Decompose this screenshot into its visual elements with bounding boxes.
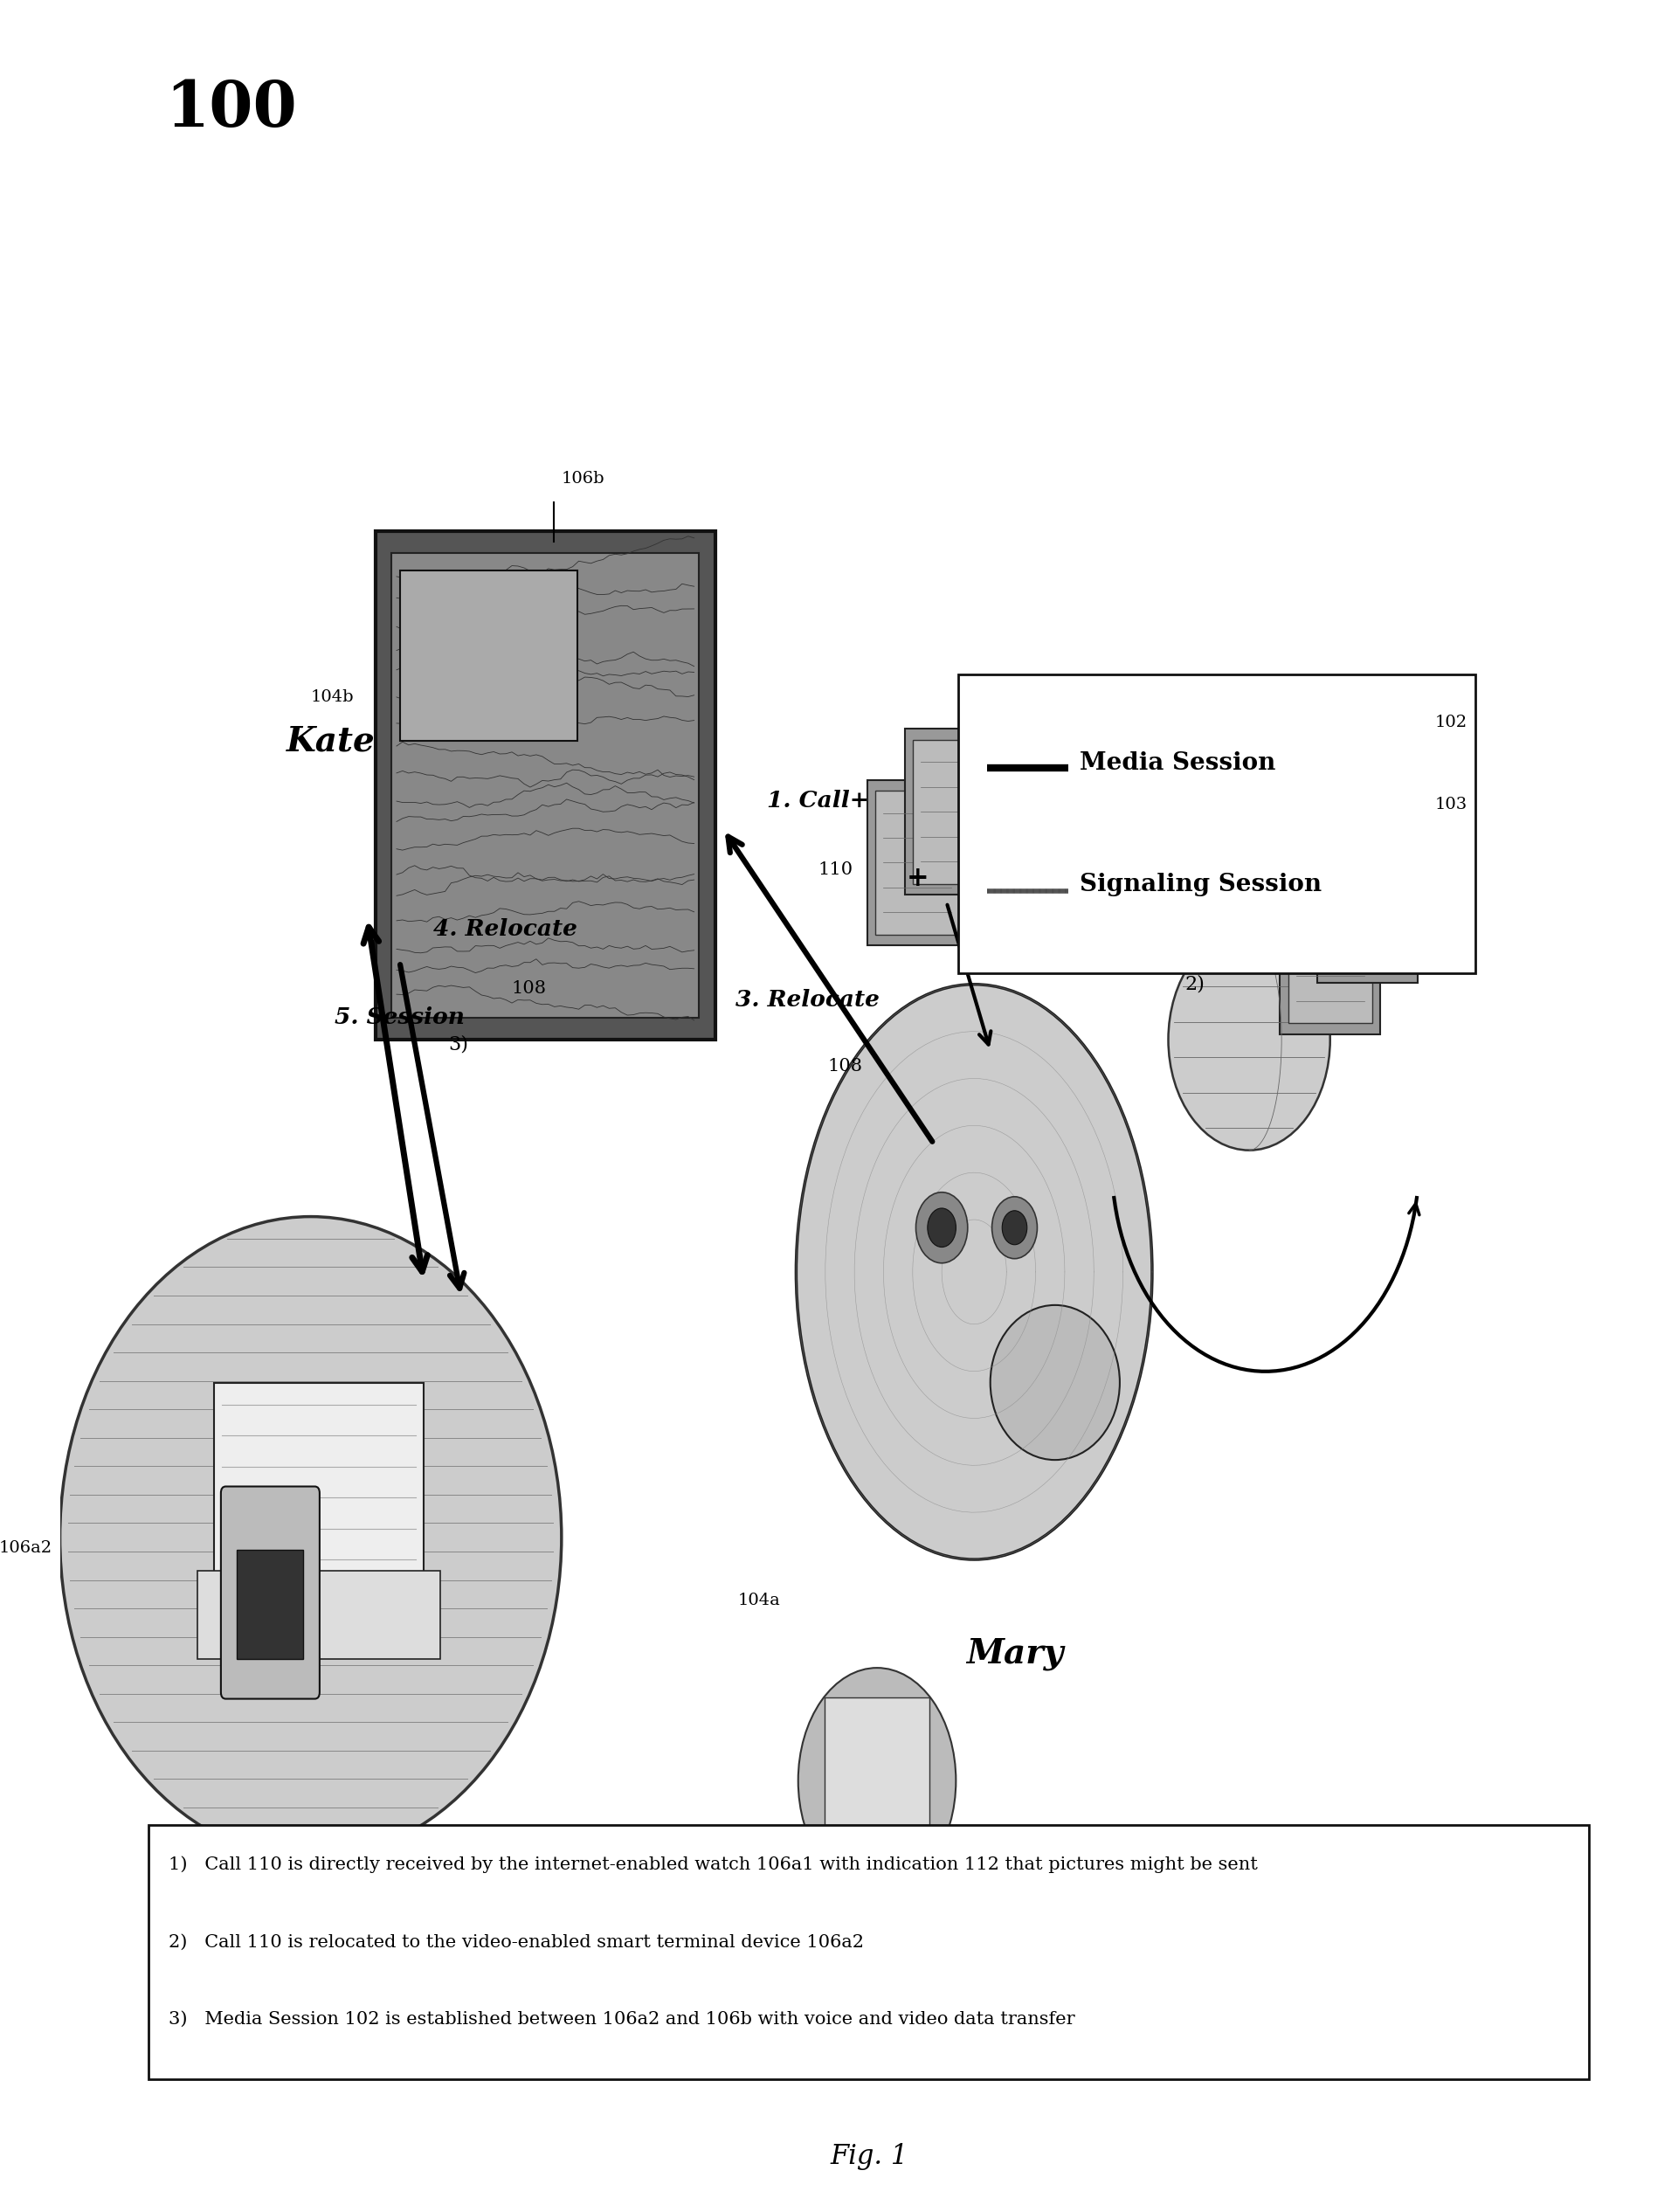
Text: 110: 110 [817,860,852,878]
Text: Signaling Session: Signaling Session [1079,874,1321,896]
Text: Media Session: Media Session [1079,752,1275,774]
Text: +: + [1311,949,1334,975]
Text: 106b: 106b [562,471,604,487]
Ellipse shape [990,1305,1119,1460]
Text: Mary: Mary [967,1637,1064,1670]
Text: 104a: 104a [737,1593,780,1608]
Text: 100: 100 [164,77,297,139]
Ellipse shape [795,984,1153,1559]
FancyBboxPatch shape [913,739,997,883]
FancyBboxPatch shape [198,1571,440,1659]
FancyBboxPatch shape [1326,830,1410,973]
Ellipse shape [60,1217,562,1858]
FancyBboxPatch shape [824,1699,930,1863]
FancyBboxPatch shape [237,1548,304,1659]
Text: 1)   Call 110 is directly received by the internet-enabled watch 106a1 with indi: 1) Call 110 is directly received by the … [168,1856,1257,1874]
Text: 112: 112 [1394,803,1425,818]
FancyBboxPatch shape [399,571,577,741]
Text: 103: 103 [1435,796,1468,812]
Text: 1): 1) [967,799,987,816]
Text: 108: 108 [827,1057,862,1075]
FancyBboxPatch shape [868,781,968,947]
FancyBboxPatch shape [1317,818,1418,982]
Circle shape [928,1208,956,1248]
FancyBboxPatch shape [904,730,1005,894]
Text: Fig. 1: Fig. 1 [831,2143,908,2170]
Text: 2)   Call 110 is relocated to the video-enabled smart terminal device 106a2: 2) Call 110 is relocated to the video-en… [168,1933,864,1951]
Text: 108: 108 [512,980,547,998]
Text: 3): 3) [448,1035,468,1053]
Text: 2. ?: 2. ? [1233,918,1280,940]
Text: 4. Relocate: 4. Relocate [433,918,577,940]
FancyBboxPatch shape [213,1382,425,1582]
Text: 5. Session: 5. Session [336,1006,465,1029]
Text: 2): 2) [1185,975,1205,993]
Text: 112: 112 [990,703,1020,719]
FancyBboxPatch shape [876,790,960,933]
FancyBboxPatch shape [149,1825,1589,2079]
FancyBboxPatch shape [221,1486,319,1699]
Text: 106a2: 106a2 [0,1540,52,1557]
Circle shape [1002,1210,1027,1245]
Text: 3)   Media Session 102 is established between 106a2 and 106b with voice and vide: 3) Media Session 102 is established betw… [168,2011,1074,2028]
Ellipse shape [799,1668,956,1893]
Circle shape [992,1197,1037,1259]
FancyBboxPatch shape [376,531,715,1040]
Text: 104b: 104b [310,688,354,706]
Circle shape [1168,929,1331,1150]
Text: Kate: Kate [287,723,376,759]
Text: 102: 102 [1435,714,1468,730]
FancyBboxPatch shape [1289,878,1373,1022]
FancyBboxPatch shape [391,553,700,1018]
Text: 106a1: 106a1 [844,1918,894,1936]
Text: +: + [906,865,928,891]
Text: 1. Call+: 1. Call+ [767,790,869,812]
FancyBboxPatch shape [958,675,1475,973]
Circle shape [916,1192,968,1263]
Text: 3. Relocate: 3. Relocate [735,989,879,1011]
FancyBboxPatch shape [1280,869,1381,1035]
